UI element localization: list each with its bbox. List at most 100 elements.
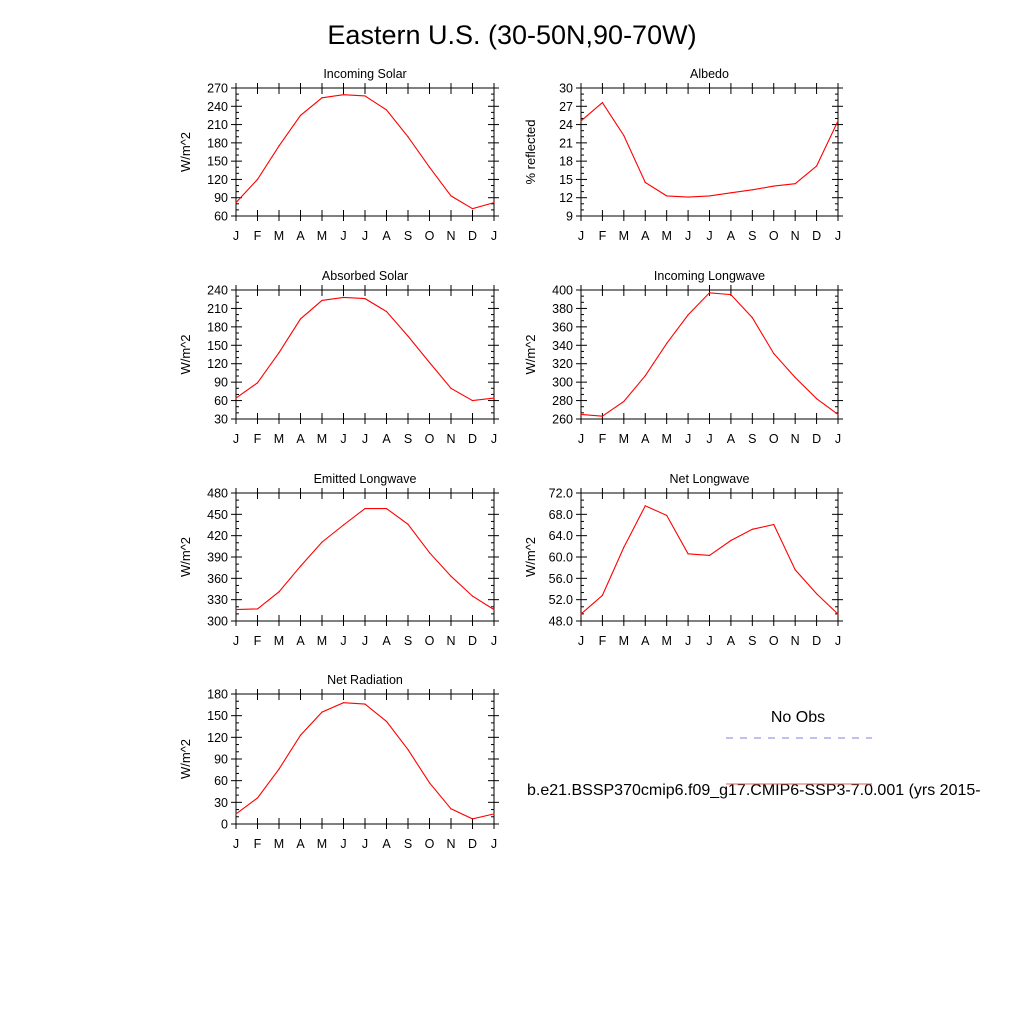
panel-net-longwave: Net Longwave W/m^2 48.0 52.0 56.0 60.0 64.0 68.…: [523, 472, 843, 648]
x-tick-label: M: [274, 634, 284, 648]
x-tick-label: J: [685, 634, 691, 648]
data-point: [730, 294, 732, 296]
data-point: [385, 109, 388, 111]
x-tick-label: M: [274, 837, 284, 851]
x-tick-label: J: [340, 432, 346, 446]
x-tick-label: M: [619, 229, 629, 243]
y-tick-label: 240: [207, 284, 228, 298]
data-point: [751, 189, 753, 191]
x-tick-label: A: [641, 634, 650, 648]
x-tick-label: M: [661, 432, 671, 446]
x-tick-label: J: [491, 634, 497, 648]
data-point: [450, 575, 452, 577]
data-point: [278, 145, 280, 147]
y-tick-label: 60: [214, 774, 228, 788]
x-tick-label: F: [254, 229, 262, 243]
y-tick-label: 9: [566, 210, 573, 224]
x-tick-label: J: [233, 634, 239, 648]
data-point: [342, 94, 345, 96]
x-tick-label: J: [578, 634, 584, 648]
plot-frame: [235, 492, 495, 622]
panel-title: Net Radiation: [327, 673, 403, 687]
y-tick-label: 270: [207, 82, 228, 96]
x-tick-label: M: [661, 229, 671, 243]
data-point: [794, 376, 796, 379]
data-point: [493, 609, 495, 611]
data-point: [837, 120, 839, 122]
y-tick-label: 60.0: [549, 551, 573, 565]
data-point: [580, 613, 582, 615]
y-tick-label: 150: [207, 155, 228, 169]
data-point: [493, 397, 495, 399]
data-point: [493, 201, 495, 204]
y-tick-label: 27: [559, 100, 573, 114]
plot-frame: [235, 289, 495, 420]
y-tick-label: 260: [552, 413, 573, 427]
y-tick-label: 420: [207, 529, 228, 543]
panel-emitted-longwave: Emitted Longwave W/m^2 300 330 360 390 420 450 4…: [178, 472, 499, 648]
data-point: [644, 505, 646, 507]
x-tick-label: O: [425, 634, 435, 648]
data-point: [794, 569, 796, 571]
data-point: [644, 181, 646, 184]
x-tick-label: D: [812, 432, 821, 446]
data-point: [321, 299, 323, 302]
y-tick-label: 60: [214, 394, 228, 408]
data-point: [794, 183, 796, 185]
data-point: [751, 317, 753, 319]
x-tick-label: S: [748, 229, 756, 243]
x-tick-label: F: [599, 432, 607, 446]
y-axis-label: W/m^2: [178, 537, 193, 577]
data-point: [342, 702, 345, 704]
x-tick-label: O: [769, 229, 779, 243]
data-point: [299, 114, 302, 117]
x-tick-label: J: [835, 634, 841, 648]
x-tick-label: M: [274, 229, 284, 243]
y-tick-label: 280: [552, 394, 573, 408]
y-tick-label: 360: [552, 320, 573, 334]
x-tick-label: M: [317, 432, 327, 446]
data-point: [644, 375, 646, 377]
x-tick-label: M: [619, 634, 629, 648]
x-tick-label: A: [382, 634, 391, 648]
y-tick-label: 120: [207, 173, 228, 187]
x-tick-label: F: [599, 229, 607, 243]
panel-title: Incoming Longwave: [654, 269, 765, 283]
x-tick-label: D: [468, 837, 477, 851]
data-point: [601, 102, 604, 104]
y-tick-label: 24: [559, 118, 573, 132]
x-tick-label: N: [446, 432, 455, 446]
data-point: [471, 208, 474, 210]
x-tick-label: F: [254, 432, 262, 446]
x-tick-label: O: [769, 432, 779, 446]
x-tick-label: N: [791, 634, 800, 648]
y-tick-label: 48.0: [549, 615, 573, 629]
x-tick-label: S: [748, 634, 756, 648]
data-point: [815, 398, 818, 400]
data-point: [471, 399, 474, 402]
data-point: [278, 768, 280, 770]
x-tick-label: A: [296, 837, 305, 851]
data-point: [773, 352, 775, 355]
data-point: [623, 134, 625, 137]
x-tick-label: A: [296, 634, 305, 648]
data-point: [751, 528, 753, 530]
y-tick-label: 21: [559, 136, 573, 150]
x-tick-label: N: [446, 229, 455, 243]
series-line: [580, 505, 839, 615]
panel-title: Absorbed Solar: [322, 269, 408, 283]
x-tick-label: D: [468, 229, 477, 243]
legend: No Obs b.e21.BSSP370cmip6.f09_g17.CMIP6-…: [527, 709, 981, 799]
x-tick-label: N: [446, 837, 455, 851]
data-point: [256, 608, 259, 610]
y-tick-label: 18: [559, 155, 573, 169]
y-tick-label: 30: [214, 413, 228, 427]
data-point: [601, 415, 604, 417]
data-point: [580, 120, 582, 122]
data-point: [299, 318, 302, 320]
data-point: [623, 400, 625, 403]
x-tick-label: J: [233, 432, 239, 446]
x-tick-label: M: [661, 634, 671, 648]
data-point: [471, 595, 474, 597]
